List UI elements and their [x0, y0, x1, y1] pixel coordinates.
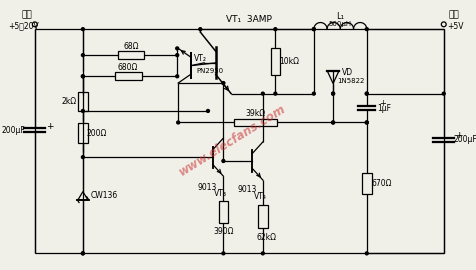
Text: 2kΩ: 2kΩ: [62, 97, 77, 106]
Bar: [270, 48, 279, 75]
Text: 输出: 输出: [447, 10, 458, 19]
Circle shape: [176, 121, 179, 124]
Circle shape: [261, 252, 264, 255]
Circle shape: [198, 28, 201, 31]
Text: 输入: 输入: [22, 10, 32, 19]
Text: 200Ω: 200Ω: [86, 129, 106, 138]
Circle shape: [81, 75, 84, 78]
Text: VT₂: VT₂: [193, 53, 207, 63]
Text: VT₃: VT₃: [214, 189, 227, 198]
Text: VT₄: VT₄: [253, 192, 266, 201]
Circle shape: [221, 252, 224, 255]
Text: 200μF: 200μF: [452, 135, 476, 144]
Bar: [78, 92, 88, 111]
Text: 1N5822: 1N5822: [336, 78, 363, 84]
Circle shape: [273, 28, 276, 31]
Text: 200μF: 200μF: [2, 126, 25, 135]
Bar: [218, 201, 228, 222]
Text: CW136: CW136: [90, 191, 118, 200]
Bar: [234, 119, 276, 126]
Text: 390Ω: 390Ω: [213, 227, 233, 236]
Circle shape: [365, 252, 367, 255]
Circle shape: [175, 47, 178, 50]
Text: 62kΩ: 62kΩ: [256, 234, 276, 242]
Circle shape: [331, 121, 334, 124]
Text: +5V: +5V: [446, 22, 463, 31]
Circle shape: [331, 92, 334, 95]
Circle shape: [365, 121, 367, 124]
Circle shape: [81, 252, 84, 255]
Text: 10kΩ: 10kΩ: [278, 57, 298, 66]
Circle shape: [81, 156, 84, 158]
Text: 9013: 9013: [197, 183, 216, 193]
Bar: [258, 205, 267, 228]
Text: www.elecfans.com: www.elecfans.com: [176, 102, 288, 178]
Bar: [114, 72, 141, 80]
Circle shape: [175, 54, 178, 57]
Circle shape: [81, 252, 84, 255]
Text: 68Ω: 68Ω: [123, 42, 139, 51]
Circle shape: [331, 92, 334, 95]
Text: 9013: 9013: [237, 185, 257, 194]
Circle shape: [312, 28, 315, 31]
Circle shape: [441, 92, 444, 95]
Circle shape: [365, 28, 367, 31]
Circle shape: [81, 110, 84, 112]
Circle shape: [365, 92, 367, 95]
Text: 680Ω: 680Ω: [118, 63, 138, 72]
Circle shape: [81, 28, 84, 31]
Circle shape: [312, 92, 315, 95]
Circle shape: [312, 28, 315, 31]
Circle shape: [365, 121, 367, 124]
Text: 1μF: 1μF: [377, 104, 390, 113]
Text: +5～20V: +5～20V: [8, 22, 39, 31]
Circle shape: [261, 92, 264, 95]
Bar: [117, 51, 144, 59]
Circle shape: [331, 121, 334, 124]
Bar: [78, 123, 88, 143]
Bar: [361, 173, 371, 194]
Text: L₁: L₁: [336, 12, 344, 21]
Circle shape: [221, 160, 224, 163]
Text: +: +: [378, 99, 385, 108]
Text: 670Ω: 670Ω: [371, 179, 392, 188]
Text: +: +: [455, 131, 462, 140]
Circle shape: [273, 92, 276, 95]
Text: 39kΩ: 39kΩ: [245, 109, 265, 118]
Text: PN2950: PN2950: [196, 68, 223, 73]
Circle shape: [365, 92, 367, 95]
Text: 500μH: 500μH: [328, 21, 351, 27]
Text: VT₁  3AMP: VT₁ 3AMP: [226, 15, 272, 24]
Circle shape: [206, 110, 209, 112]
Circle shape: [221, 82, 224, 85]
Circle shape: [175, 75, 178, 78]
Text: +: +: [46, 122, 54, 131]
Circle shape: [81, 75, 84, 78]
Circle shape: [81, 54, 84, 57]
Text: VD: VD: [341, 68, 352, 77]
